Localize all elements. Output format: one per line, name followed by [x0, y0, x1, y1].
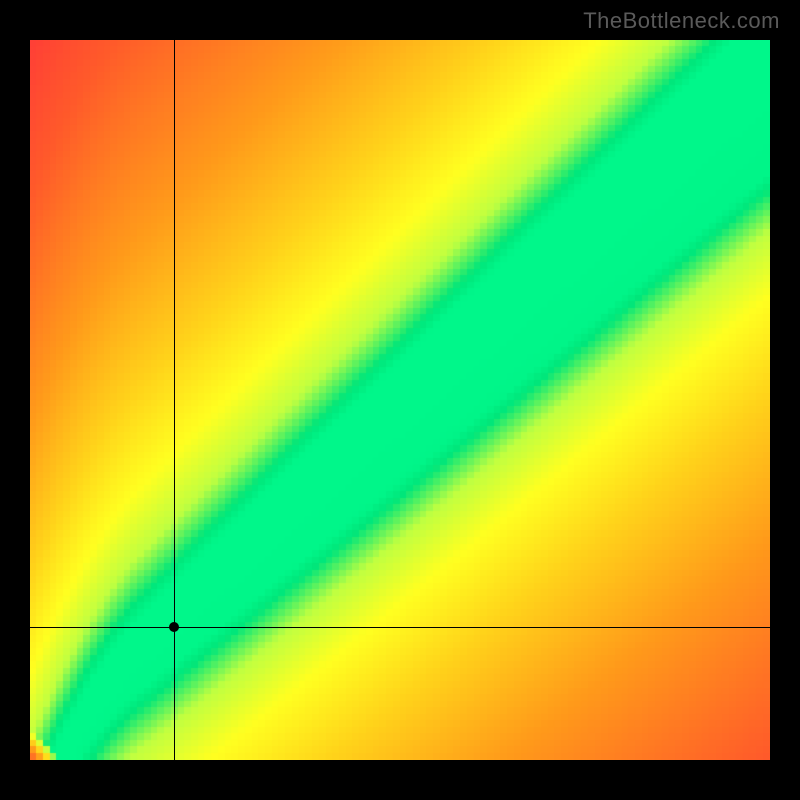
crosshair-horizontal [30, 627, 770, 628]
page-root: TheBottleneck.com [0, 0, 800, 800]
heatmap-canvas [30, 40, 770, 760]
crosshair-vertical [174, 40, 175, 760]
attribution-text: TheBottleneck.com [583, 8, 780, 34]
bottleneck-heatmap [30, 40, 770, 760]
marker-dot [169, 622, 179, 632]
